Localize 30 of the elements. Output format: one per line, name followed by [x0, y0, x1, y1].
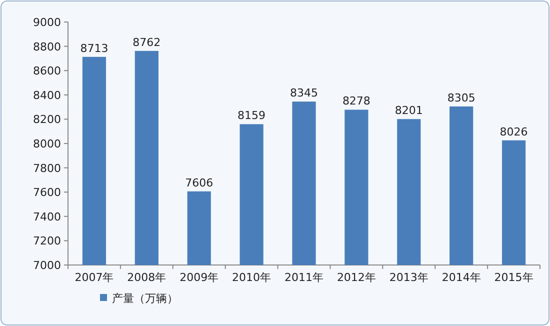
x-tick-label: 2007年	[74, 271, 114, 284]
x-tick-label: 2014年	[442, 271, 481, 284]
y-tick-label: 8200	[33, 113, 61, 126]
y-tick-label: 7600	[33, 186, 61, 200]
y-tick-label: 9000	[33, 16, 61, 29]
x-tick-label: 2012年	[336, 271, 376, 284]
data-label: 8713	[80, 42, 108, 55]
data-label: 7606	[185, 176, 214, 190]
y-tick-label: 8400	[33, 88, 61, 102]
data-label: 8762	[132, 36, 161, 49]
x-tick-label: 2013年	[389, 271, 428, 284]
x-tick-label: 2010年	[232, 271, 272, 284]
y-tick-label: 7000	[33, 259, 61, 272]
y-tick-label: 8600	[33, 64, 61, 78]
y-tick-label: 7400	[33, 210, 61, 224]
y-tick-label: 7200	[33, 234, 61, 248]
data-label: 8278	[342, 94, 370, 108]
data-label: 8305	[447, 91, 476, 104]
data-label: 8201	[394, 104, 423, 118]
y-tick-label: 8000	[33, 138, 61, 150]
x-tick-label: 2015年	[494, 271, 534, 284]
legend-label: 产量（万辆）	[112, 292, 178, 305]
x-tick-label: 2011年	[284, 271, 324, 284]
data-label: 8026	[500, 125, 528, 138]
data-label: 8345	[290, 86, 318, 100]
y-tick-label: 8800	[33, 40, 61, 54]
x-tick-label: 2009年	[180, 271, 219, 284]
data-label: 8159	[238, 109, 266, 122]
x-tick-label: 2008年	[127, 271, 166, 284]
y-tick-label: 7800	[33, 162, 61, 175]
